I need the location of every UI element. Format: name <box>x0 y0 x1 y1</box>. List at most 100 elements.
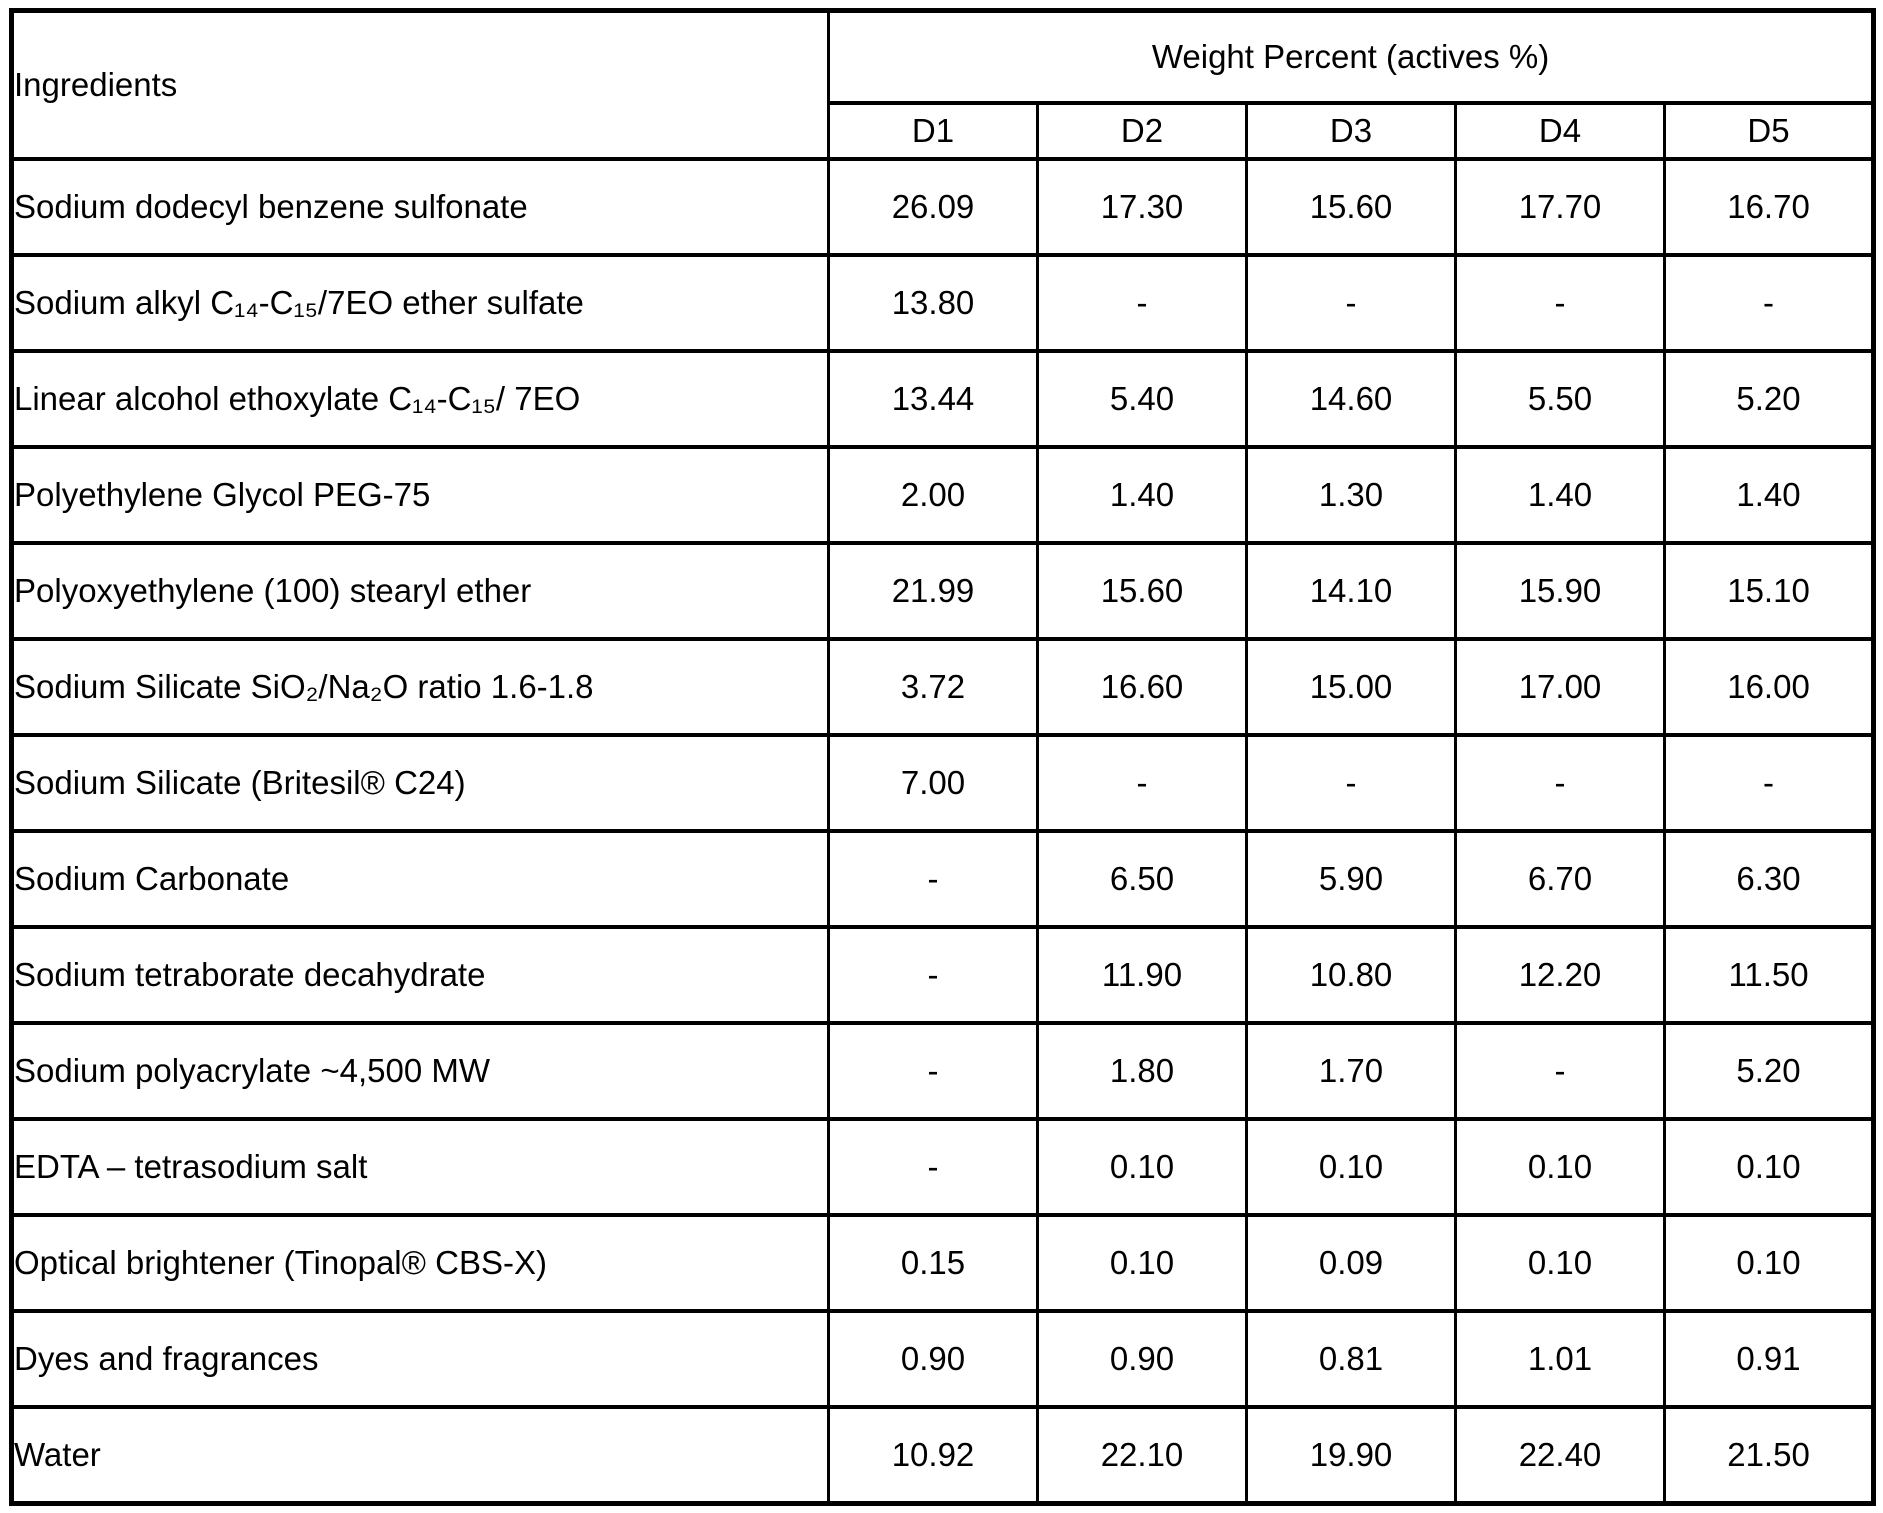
ingredient-name: Sodium Silicate (Britesil® C24) <box>10 733 830 833</box>
table-row: EDTA – tetrasodium salt -0.10 0.10 0.10 0.10 <box>10 1117 1876 1217</box>
value-cell-d1: 3.72 <box>827 637 1039 737</box>
table-row: Sodium Silicate (Britesil® C24) 7.00- - - - <box>10 733 1876 833</box>
value-cell-d1: 7.00 <box>827 733 1039 833</box>
value-cell-d3: 15.00 <box>1245 637 1457 737</box>
value-cell-d3: 19.90 <box>1245 1405 1457 1506</box>
value-cell-d3: - <box>1245 253 1457 353</box>
value-cell-d2: 0.90 <box>1036 1309 1248 1409</box>
column-header-d3: D3 <box>1245 101 1457 161</box>
value-cell-d4: 1.01 <box>1454 1309 1666 1409</box>
value-cell-d5: 16.00 <box>1662 637 1876 737</box>
ingredient-name: Linear alcohol ethoxylate C₁₄-C₁₅/ 7EO <box>10 349 830 449</box>
value-cell-d5: 6.30 <box>1662 829 1876 929</box>
table-row: Sodium tetraborate decahydrate -11.90 10.8… <box>10 925 1876 1025</box>
value-cell-d2: 1.80 <box>1036 1021 1248 1121</box>
value-cell-d3: 1.70 <box>1245 1021 1457 1121</box>
value-cell-d5: 11.50 <box>1662 925 1876 1025</box>
table-body: Sodium dodecyl benzene sulfonate 26.09 17.… <box>10 157 1876 1506</box>
value-cell-d2: 16.60 <box>1036 637 1248 737</box>
ingredient-name: Polyethylene Glycol PEG-75 <box>10 445 830 545</box>
table-row: Sodium dodecyl benzene sulfonate 26.09 17.… <box>10 157 1876 257</box>
value-cell-d1: 0.15 <box>827 1213 1039 1313</box>
value-cell-d4: 22.40 <box>1454 1405 1666 1506</box>
ingredient-name: Optical brightener (Tinopal® CBS-X) <box>10 1213 830 1313</box>
value-cell-d5: 0.91 <box>1662 1309 1876 1409</box>
value-cell-d4: 1.40 <box>1454 445 1666 545</box>
table-row: Linear alcohol ethoxylate C₁₄-C₁₅/ 7EO 13… <box>10 349 1876 449</box>
table-row: Sodium Silicate SiO₂/Na₂O ratio 1.6-1.8 3… <box>10 637 1876 737</box>
value-cell-d2: 5.40 <box>1036 349 1248 449</box>
value-cell-d2: 17.30 <box>1036 157 1248 257</box>
table-row: Polyethylene Glycol PEG-75 2.00 1.40 1.30 1.… <box>10 445 1876 545</box>
value-cell-d1: - <box>827 1117 1039 1217</box>
value-cell-d5: - <box>1662 253 1876 353</box>
table-row: Optical brightener (Tinopal® CBS-X) 0.15 0… <box>10 1213 1876 1313</box>
value-cell-d3: 0.81 <box>1245 1309 1457 1409</box>
value-cell-d5: 1.40 <box>1662 445 1876 545</box>
value-cell-d5: 21.50 <box>1662 1405 1876 1506</box>
ingredient-name: Sodium polyacrylate ~4,500 MW <box>10 1021 830 1121</box>
value-cell-d4: 17.70 <box>1454 157 1666 257</box>
value-cell-d1: - <box>827 829 1039 929</box>
value-cell-d4: 0.10 <box>1454 1117 1666 1217</box>
value-cell-d1: 0.90 <box>827 1309 1039 1409</box>
table-row: Sodium Carbonate -6.50 5.90 6.70 6.30 <box>10 829 1876 929</box>
value-cell-d3: 1.30 <box>1245 445 1457 545</box>
value-cell-d3: 0.10 <box>1245 1117 1457 1217</box>
column-header-d4: D4 <box>1454 101 1666 161</box>
ingredient-name: Sodium Silicate SiO₂/Na₂O ratio 1.6-1.8 <box>10 637 830 737</box>
value-cell-d2: 0.10 <box>1036 1117 1248 1217</box>
value-cell-d1: 26.09 <box>827 157 1039 257</box>
group-header-row: Ingredients Weight Percent (actives %) <box>10 8 1876 161</box>
value-cell-d3: 0.09 <box>1245 1213 1457 1313</box>
value-cell-d1: - <box>827 925 1039 1025</box>
value-cell-d4: - <box>1454 733 1666 833</box>
value-cell-d3: 5.90 <box>1245 829 1457 929</box>
value-cell-d4: - <box>1454 1021 1666 1121</box>
column-header-d2: D2 <box>1036 101 1248 161</box>
value-cell-d2: 22.10 <box>1036 1405 1248 1506</box>
ingredient-name: Dyes and fragrances <box>10 1309 830 1409</box>
value-cell-d4: 6.70 <box>1454 829 1666 929</box>
column-header-row: D1 D2 D3 D4 D5 <box>12 101 1876 161</box>
value-cell-d5: 0.10 <box>1662 1117 1876 1217</box>
value-cell-d5: 5.20 <box>1662 1021 1876 1121</box>
value-cell-d2: 11.90 <box>1036 925 1248 1025</box>
value-cell-d3: 15.60 <box>1245 157 1457 257</box>
formulation-table: Ingredients Weight Percent (actives %) D… <box>9 8 1877 1506</box>
table-row: Sodium polyacrylate ~4,500 MW -1.80 1.70-5… <box>10 1021 1876 1121</box>
table-row: Polyoxyethylene (100) stearyl ether 21.99… <box>10 541 1876 641</box>
value-cell-d3: 10.80 <box>1245 925 1457 1025</box>
value-cell-d2: - <box>1036 253 1248 353</box>
column-header-d1: D1 <box>827 101 1039 161</box>
value-cell-d1: 21.99 <box>827 541 1039 641</box>
value-cell-d1: 2.00 <box>827 445 1039 545</box>
value-cell-d2: 15.60 <box>1036 541 1248 641</box>
value-cell-d1: 13.44 <box>827 349 1039 449</box>
table-row: Dyes and fragrances 0.90 0.90 0.81 1.01 0.91 <box>10 1309 1876 1409</box>
value-cell-d5: 5.20 <box>1662 349 1876 449</box>
table-row: Sodium alkyl C₁₄-C₁₅/7EO ether sulfate 13… <box>10 253 1876 353</box>
ingredient-name: Polyoxyethylene (100) stearyl ether <box>10 541 830 641</box>
value-cell-d2: 6.50 <box>1036 829 1248 929</box>
value-cell-d2: - <box>1036 733 1248 833</box>
value-cell-d1: 13.80 <box>827 253 1039 353</box>
ingredient-name: Water <box>10 1405 830 1506</box>
column-header-d5: D5 <box>1662 101 1876 161</box>
value-cell-d3: 14.10 <box>1245 541 1457 641</box>
value-cell-d4: - <box>1454 253 1666 353</box>
weight-percent-group-header: Weight Percent (actives %) <box>826 8 1876 105</box>
value-cell-d2: 1.40 <box>1036 445 1248 545</box>
value-cell-d5: - <box>1662 733 1876 833</box>
value-cell-d2: 0.10 <box>1036 1213 1248 1313</box>
value-cell-d5: 16.70 <box>1662 157 1876 257</box>
value-cell-d4: 17.00 <box>1454 637 1666 737</box>
value-cell-d4: 0.10 <box>1454 1213 1666 1313</box>
ingredient-name: Sodium alkyl C₁₄-C₁₅/7EO ether sulfate <box>10 253 830 353</box>
value-cell-d5: 0.10 <box>1662 1213 1876 1313</box>
table-row: Water 10.92 22.10 19.90 22.40 21.50 <box>10 1405 1876 1506</box>
ingredient-name: EDTA – tetrasodium salt <box>10 1117 830 1217</box>
value-cell-d1: 10.92 <box>827 1405 1039 1506</box>
value-cell-d4: 15.90 <box>1454 541 1666 641</box>
ingredient-name: Sodium tetraborate decahydrate <box>10 925 830 1025</box>
